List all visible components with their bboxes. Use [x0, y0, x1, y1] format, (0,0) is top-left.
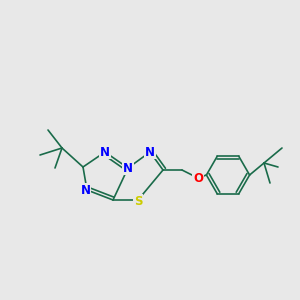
- Text: O: O: [193, 172, 203, 184]
- Text: N: N: [100, 146, 110, 158]
- Text: N: N: [123, 161, 133, 175]
- Text: N: N: [145, 146, 155, 158]
- Text: S: S: [134, 195, 142, 208]
- Text: N: N: [80, 184, 91, 196]
